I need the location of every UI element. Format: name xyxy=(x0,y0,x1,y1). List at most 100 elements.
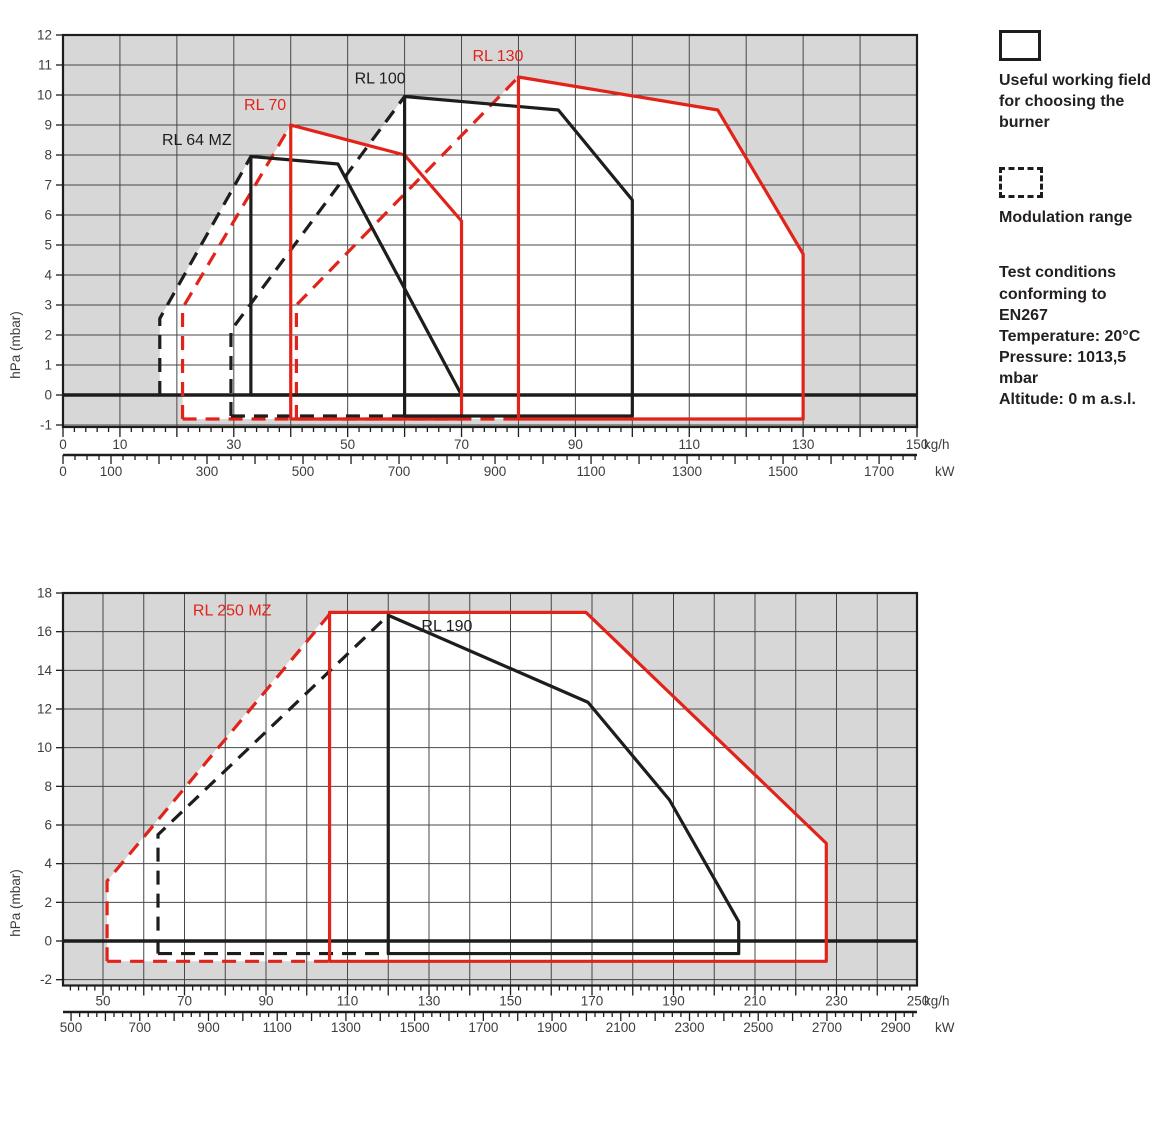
svg-text:2500: 2500 xyxy=(743,1020,773,1035)
svg-text:70: 70 xyxy=(177,994,192,1009)
svg-text:6: 6 xyxy=(44,818,52,833)
svg-text:190: 190 xyxy=(662,994,685,1009)
svg-text:1700: 1700 xyxy=(468,1020,498,1035)
series-label-rl-250-mz: RL 250 MZ xyxy=(193,602,272,619)
svg-text:700: 700 xyxy=(128,1020,151,1035)
svg-text:12: 12 xyxy=(37,702,52,717)
svg-text:500: 500 xyxy=(292,464,315,479)
working-field-label: Useful working field for choosing the bu… xyxy=(999,72,1152,132)
hpa-axis-title: hPa (mbar) xyxy=(8,311,23,379)
svg-text:130: 130 xyxy=(418,994,441,1009)
kw-unit-label: kW xyxy=(935,1020,955,1035)
test-conditions-text: Test conditions conforming to EN267 Temp… xyxy=(999,264,1141,409)
svg-text:12: 12 xyxy=(37,28,52,43)
series-label-rl-70: RL 70 xyxy=(244,97,286,114)
svg-text:3: 3 xyxy=(44,298,52,313)
kgh-axis-ticks xyxy=(69,985,911,996)
svg-text:100: 100 xyxy=(100,464,123,479)
svg-text:250: 250 xyxy=(907,994,930,1009)
svg-text:70: 70 xyxy=(454,437,469,452)
curve-rl-250-mz-working-field xyxy=(327,610,828,963)
legend-panel: Useful working field for choosing the bu… xyxy=(999,30,1169,410)
svg-text:10: 10 xyxy=(112,437,127,452)
hpa-axis-title: hPa (mbar) xyxy=(8,869,23,937)
series-label-rl-130: RL 130 xyxy=(472,48,523,65)
svg-text:2: 2 xyxy=(44,895,52,910)
svg-text:900: 900 xyxy=(197,1020,220,1035)
svg-text:110: 110 xyxy=(678,437,700,452)
svg-text:10: 10 xyxy=(37,740,52,755)
svg-text:170: 170 xyxy=(581,994,604,1009)
svg-text:14: 14 xyxy=(37,663,53,678)
svg-text:700: 700 xyxy=(388,464,411,479)
gridlines xyxy=(63,593,917,986)
curve-rl-70-modulation xyxy=(180,124,293,419)
svg-text:2700: 2700 xyxy=(812,1020,842,1035)
svg-text:16: 16 xyxy=(37,624,52,639)
svg-text:0: 0 xyxy=(59,437,67,452)
hpa-axis-labels: 18 16 14 12 10 8 6 4 2 0 -2 xyxy=(37,586,53,988)
svg-text:7: 7 xyxy=(44,178,52,193)
svg-text:500: 500 xyxy=(60,1020,83,1035)
kw-axis-ticks xyxy=(70,1012,914,1021)
hpa-axis-ticks xyxy=(56,592,63,981)
curve-rl-100-modulation xyxy=(229,95,406,416)
modulation-range-swatch-icon xyxy=(999,167,1043,199)
curve-rl-100-working-field xyxy=(402,94,634,418)
svg-text:2: 2 xyxy=(44,328,52,343)
envelope-rl-130 xyxy=(296,77,804,419)
svg-text:2300: 2300 xyxy=(674,1020,704,1035)
kgh-axis-ticks xyxy=(62,427,918,437)
svg-text:230: 230 xyxy=(825,994,848,1009)
kw-axis-ticks xyxy=(62,455,916,464)
svg-text:50: 50 xyxy=(95,994,110,1009)
curve-rl-190-modulation xyxy=(156,614,390,954)
legend-item-modulation: Modulation range xyxy=(999,167,1169,228)
svg-text:130: 130 xyxy=(792,437,815,452)
svg-text:0: 0 xyxy=(59,464,67,479)
curve-rl-70-working-field xyxy=(289,123,464,421)
svg-text:90: 90 xyxy=(568,437,583,452)
curve-rl-250-mz-modulation xyxy=(105,613,331,962)
curve-rl-190-working-field xyxy=(386,613,741,956)
svg-text:150: 150 xyxy=(906,437,929,452)
kgh-axis-labels: 50 70 90 110 130 150 170 190 210 230 250 xyxy=(95,994,929,1009)
svg-text:1300: 1300 xyxy=(672,464,702,479)
svg-text:-2: -2 xyxy=(40,972,52,987)
kgh-axis-labels: 0 10 30 50 70 90 110 130 150 xyxy=(59,437,928,452)
svg-text:10: 10 xyxy=(37,88,52,103)
modulation-range-label: Modulation range xyxy=(999,209,1133,227)
svg-text:300: 300 xyxy=(196,464,219,479)
series-label-rl-100: RL 100 xyxy=(355,71,406,88)
svg-text:900: 900 xyxy=(484,464,507,479)
series-label-rl-190: RL 190 xyxy=(421,618,472,635)
svg-text:150: 150 xyxy=(499,994,522,1009)
svg-text:4: 4 xyxy=(44,268,52,283)
svg-text:210: 210 xyxy=(744,994,767,1009)
hpa-axis-ticks xyxy=(56,34,63,426)
svg-text:5: 5 xyxy=(44,238,52,253)
svg-text:1500: 1500 xyxy=(400,1020,430,1035)
working-field-swatch-icon xyxy=(999,30,1041,61)
kgh-unit-label: kg/h xyxy=(924,994,950,1009)
curve-rl-130-working-field xyxy=(516,75,805,421)
svg-text:8: 8 xyxy=(44,148,52,163)
envelope-rl-190 xyxy=(158,615,739,954)
legend-item-working-field: Useful working field for choosing the bu… xyxy=(999,30,1169,133)
svg-text:8: 8 xyxy=(44,779,52,794)
curve-rl-64-mz-modulation xyxy=(158,155,253,395)
svg-text:2100: 2100 xyxy=(606,1020,636,1035)
plot-frame xyxy=(61,591,919,987)
svg-text:2900: 2900 xyxy=(881,1020,911,1035)
svg-text:9: 9 xyxy=(44,118,52,133)
kw-axis-labels: 500 700 900 1100 1300 1500 1700 1900 2100 2300 250… xyxy=(60,1020,911,1035)
svg-text:50: 50 xyxy=(340,437,355,452)
svg-text:1900: 1900 xyxy=(537,1020,567,1035)
curve-rl-64-mz-working-field xyxy=(249,154,464,397)
svg-text:110: 110 xyxy=(337,994,359,1009)
svg-text:1: 1 xyxy=(44,358,52,373)
